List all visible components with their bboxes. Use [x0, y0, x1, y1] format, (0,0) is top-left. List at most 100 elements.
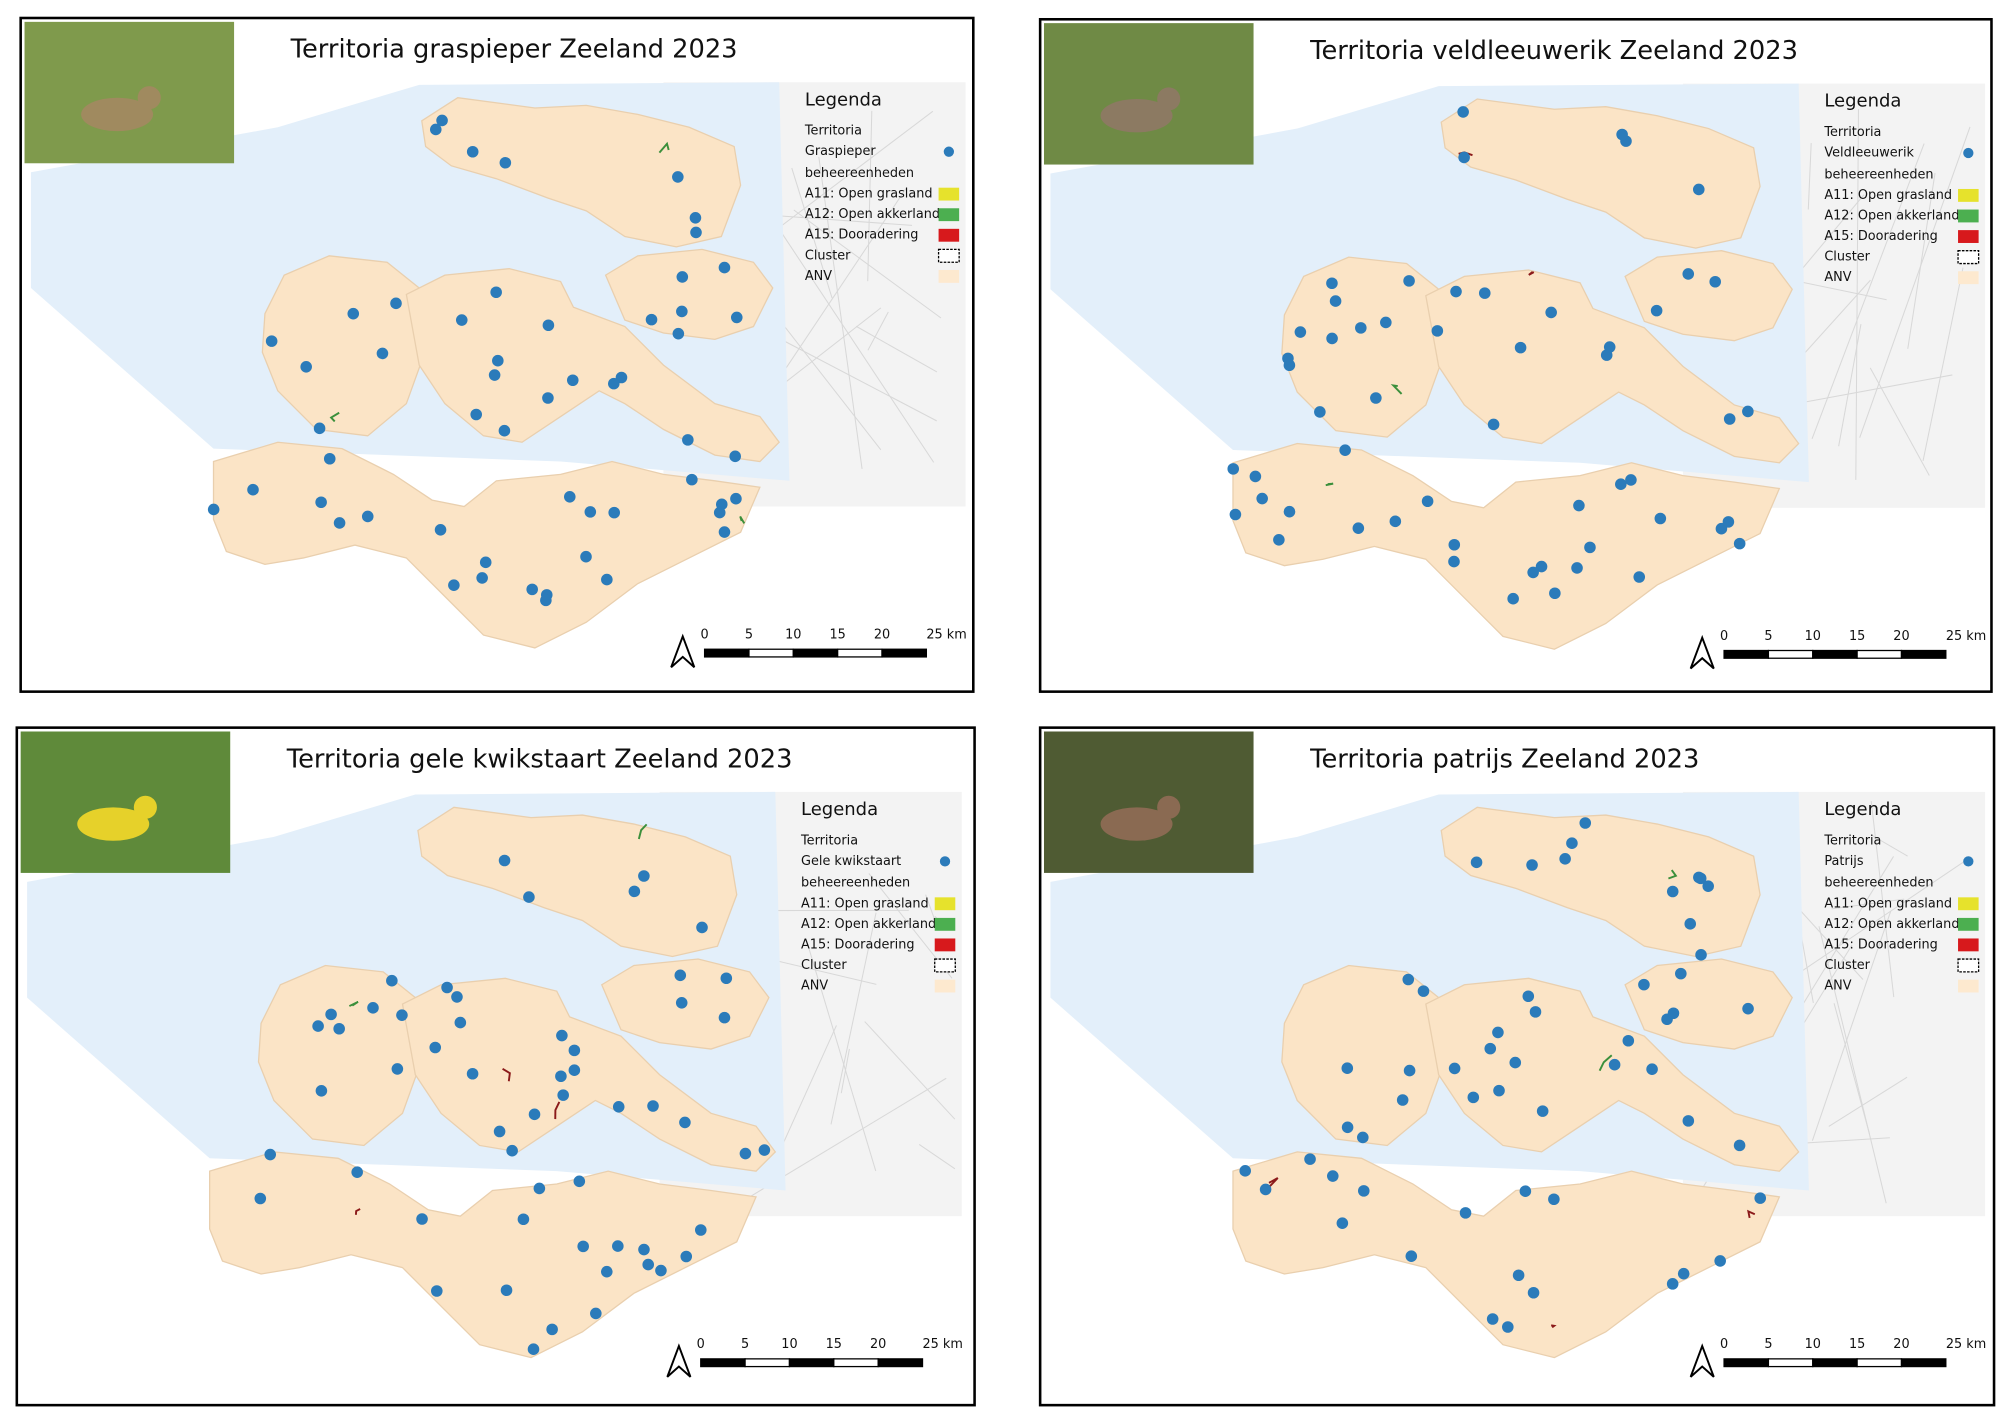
territory-dot — [1380, 317, 1392, 329]
scale-segment — [878, 1359, 922, 1367]
territory-dot — [518, 1213, 530, 1225]
territory-dot — [674, 970, 686, 982]
territory-dot — [390, 298, 402, 310]
territory-dot — [569, 1045, 581, 1057]
territory-dot — [1537, 1105, 1549, 1117]
map-panel: Territoria graspieper Zeeland 2023Legend… — [21, 18, 974, 692]
legend-swatch — [1958, 897, 1979, 910]
territory-dot — [1406, 1250, 1418, 1262]
scale-label: 15 — [829, 628, 845, 643]
legend-label: beheereenheden — [1824, 167, 1933, 182]
territory-dot — [490, 286, 502, 298]
territory-dot — [540, 595, 552, 607]
territory-dot — [695, 1224, 707, 1236]
territory-dot — [1528, 1287, 1540, 1299]
legend-label: Cluster — [1824, 250, 1870, 265]
territory-dot — [1754, 1192, 1766, 1204]
legend-swatch — [935, 897, 956, 910]
territory-dot — [1358, 1185, 1370, 1197]
territory-dot — [392, 1063, 404, 1075]
territory-dot — [499, 855, 511, 867]
territory-dot — [1449, 1063, 1461, 1075]
legend-swatch — [1958, 271, 1979, 284]
legend-swatch — [1958, 230, 1979, 243]
scale-segment — [789, 1359, 833, 1367]
territory-dot — [1239, 1165, 1251, 1177]
territory-dot — [456, 314, 468, 326]
scale-segment — [1724, 651, 1768, 659]
bird-photo-subject — [138, 86, 161, 109]
territory-dot — [1742, 406, 1754, 418]
legend-heading: Legenda — [805, 89, 882, 110]
scale-segment — [1857, 651, 1901, 659]
scale-label: 0 — [1720, 629, 1728, 644]
territory-dot — [264, 1149, 276, 1161]
legend-label: beheereenheden — [801, 876, 910, 891]
territory-dot — [1353, 522, 1365, 534]
territory-dot — [740, 1148, 752, 1160]
legend-swatch — [939, 270, 960, 283]
territory-dot — [1403, 275, 1415, 287]
territory-dot — [585, 506, 597, 518]
territory-dot — [1450, 286, 1462, 298]
territory-dot — [1337, 1217, 1349, 1229]
territory-dot — [1492, 1027, 1504, 1039]
territory-dot — [569, 1064, 581, 1076]
territory-dot — [1693, 872, 1705, 884]
territory-dot — [1457, 106, 1469, 118]
territory-dot — [679, 1117, 691, 1129]
territory-dot — [1432, 325, 1444, 337]
legend-swatch — [935, 980, 956, 993]
territory-dot — [714, 507, 726, 519]
legend-label: Territoria — [804, 124, 862, 139]
scale-label: 10 — [1805, 1337, 1821, 1352]
legend-label: A11: Open grasland — [801, 896, 929, 911]
scale-segment — [1724, 1359, 1768, 1367]
territory-dot — [441, 982, 453, 994]
territory-dot — [1584, 542, 1596, 554]
territory-dot — [1326, 333, 1338, 345]
territory-dot — [480, 557, 492, 569]
territory-dot — [1742, 1003, 1754, 1015]
territory-dot — [1230, 509, 1242, 521]
territory-dot — [1655, 513, 1667, 525]
territory-dot — [451, 991, 463, 1003]
scale-label: 20 — [870, 1337, 886, 1352]
legend-swatch — [1958, 251, 1979, 264]
scale-segment — [701, 1359, 745, 1367]
territory-dot — [1633, 571, 1645, 583]
territory-dot — [677, 271, 689, 283]
territory-dot — [1487, 1313, 1499, 1325]
territory-dot — [1609, 1059, 1621, 1071]
scale-segment — [793, 649, 837, 657]
scale-label: 10 — [781, 1337, 797, 1352]
territory-dot — [1449, 539, 1461, 551]
territory-dot — [467, 1068, 479, 1080]
territory-dot — [492, 355, 504, 367]
bird-photo-subject — [1157, 796, 1180, 819]
territory-dot — [1488, 419, 1500, 431]
territory-dot — [555, 1070, 567, 1082]
scale-label: 5 — [1764, 1337, 1772, 1352]
scale-segment — [749, 649, 793, 657]
territory-dot — [528, 1343, 540, 1355]
scale-label: 25 km — [923, 1337, 963, 1352]
legend-label: A15: Dooradering — [805, 228, 919, 243]
territory-dot — [435, 524, 447, 536]
scale-segment — [705, 649, 749, 657]
territory-dot — [638, 870, 650, 882]
legend-swatch — [1958, 938, 1979, 951]
territory-dot — [608, 507, 620, 519]
scale-label: 20 — [1893, 629, 1909, 644]
territory-dot — [655, 1265, 667, 1277]
territory-dot — [564, 491, 576, 503]
territory-dot — [455, 1017, 467, 1029]
territory-dot — [1342, 1062, 1354, 1074]
legend-heading: Legenda — [1824, 799, 1901, 820]
legend-swatch — [935, 938, 956, 951]
territory-dot — [1684, 918, 1696, 930]
territory-dot — [1326, 277, 1338, 289]
territory-dot — [1314, 406, 1326, 418]
bird-photo — [1044, 731, 1254, 872]
territory-dot — [266, 335, 278, 347]
